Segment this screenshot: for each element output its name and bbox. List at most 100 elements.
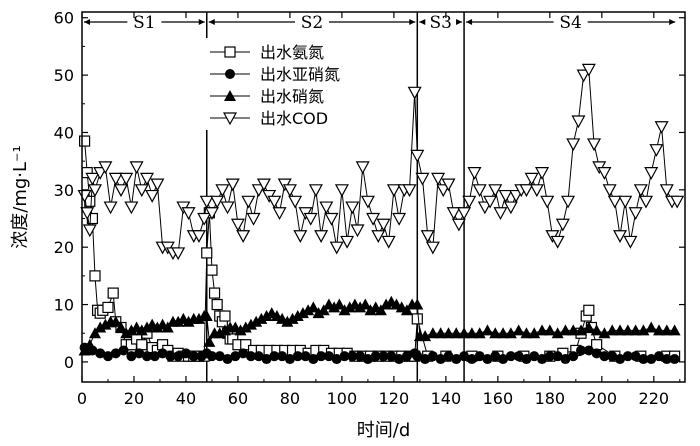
x-tick-label: 120 xyxy=(379,389,410,408)
data-point xyxy=(200,310,213,322)
y-axis-title: 浓度/mg·L⁻¹ xyxy=(10,145,31,249)
data-point xyxy=(659,184,674,198)
data-point xyxy=(230,218,245,232)
y-tick-label: 40 xyxy=(54,123,74,142)
data-point xyxy=(488,184,503,198)
data-point xyxy=(607,195,622,209)
data-point xyxy=(559,324,572,336)
data-point xyxy=(245,351,256,362)
data-point xyxy=(607,351,618,362)
data-point xyxy=(109,315,122,327)
data-point xyxy=(638,354,649,365)
data-point xyxy=(465,327,478,339)
data-point xyxy=(482,354,493,365)
phase-labels: S1 S2 S3 S4 xyxy=(84,13,676,33)
x-tick-label: 180 xyxy=(535,389,566,408)
data-point xyxy=(141,351,152,362)
data-point xyxy=(419,330,432,342)
data-point xyxy=(308,184,323,198)
data-point xyxy=(529,351,540,362)
data-point xyxy=(208,287,221,299)
axes: 0 20 40 60 80 100 120 140 160 180 200 220 0 10 20 30 40 5… xyxy=(54,9,686,408)
series-3 xyxy=(77,63,685,261)
data-point xyxy=(410,149,425,163)
data-point xyxy=(214,351,225,362)
data-point xyxy=(113,184,128,198)
data-point xyxy=(637,324,650,336)
data-point xyxy=(261,354,272,365)
data-point xyxy=(286,312,299,324)
data-point xyxy=(550,235,565,249)
data-point xyxy=(503,201,518,215)
data-point xyxy=(483,195,498,209)
data-point xyxy=(576,345,587,356)
data-point xyxy=(234,324,247,336)
data-point xyxy=(103,201,118,215)
phase-label: S3 xyxy=(429,13,451,33)
data-point xyxy=(402,184,417,198)
data-point xyxy=(427,351,438,362)
data-point xyxy=(535,167,550,180)
data-point xyxy=(107,287,119,299)
data-point xyxy=(89,270,101,282)
data-point xyxy=(269,351,280,362)
data-point xyxy=(490,351,501,362)
data-point xyxy=(165,351,176,362)
data-point xyxy=(244,318,257,330)
data-point xyxy=(110,348,121,359)
data-point xyxy=(210,195,225,209)
data-point xyxy=(206,351,217,362)
data-point xyxy=(512,324,525,336)
phase-arrow-head xyxy=(419,19,426,25)
data-point xyxy=(615,354,626,365)
data-point xyxy=(630,351,641,362)
legend-label: 出水硝氮 xyxy=(260,87,324,106)
data-point xyxy=(582,321,595,333)
data-point xyxy=(493,207,508,221)
data-point xyxy=(442,327,455,339)
data-point xyxy=(441,178,456,192)
data-point xyxy=(446,207,461,221)
data-point xyxy=(246,212,261,226)
data-point xyxy=(222,354,233,365)
data-point xyxy=(203,335,216,347)
data-point xyxy=(498,189,513,203)
data-point xyxy=(370,351,381,362)
x-tick-label: 20 xyxy=(124,389,144,408)
data-point xyxy=(150,178,165,192)
data-point xyxy=(436,184,451,198)
data-point xyxy=(355,161,370,175)
data-point xyxy=(334,184,349,198)
data-point xyxy=(119,172,134,186)
data-point xyxy=(513,351,524,362)
data-point xyxy=(124,201,139,215)
data-point xyxy=(157,348,168,359)
data-point xyxy=(129,161,144,175)
data-point xyxy=(555,218,570,232)
data-point xyxy=(251,184,266,198)
data-point xyxy=(333,298,346,310)
data-point xyxy=(583,304,595,316)
data-point xyxy=(201,247,213,259)
data-point xyxy=(136,339,148,351)
data-point xyxy=(629,324,642,336)
data-point xyxy=(339,351,350,362)
data-point xyxy=(95,348,106,359)
data-point xyxy=(618,195,633,209)
data-point xyxy=(583,345,594,356)
data-point xyxy=(381,235,396,249)
data-point xyxy=(220,201,235,215)
data-point xyxy=(411,298,424,310)
data-point xyxy=(181,207,196,221)
data-point xyxy=(597,167,612,180)
legend-label: 出水COD xyxy=(260,109,328,128)
data-point xyxy=(366,212,381,226)
data-point xyxy=(649,144,664,157)
y-tick-label: 0 xyxy=(64,353,74,372)
data-point xyxy=(401,351,412,362)
data-point xyxy=(211,298,223,311)
data-point xyxy=(420,230,435,243)
data-point xyxy=(633,184,648,198)
data-point xyxy=(552,351,563,362)
phase-arrow-head xyxy=(198,19,205,25)
